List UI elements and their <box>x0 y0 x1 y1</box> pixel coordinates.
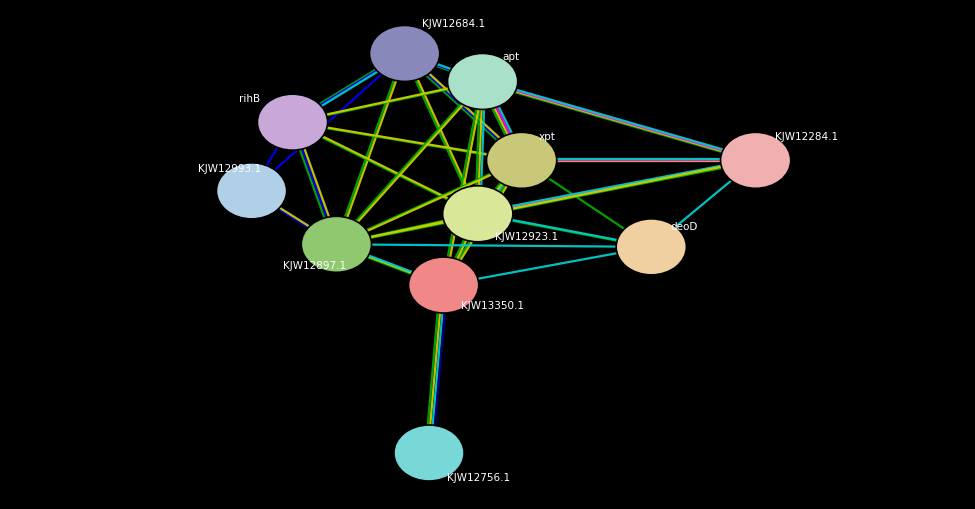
Ellipse shape <box>301 216 371 272</box>
Text: KJW12923.1: KJW12923.1 <box>495 232 559 242</box>
Text: KJW12993.1: KJW12993.1 <box>198 164 261 175</box>
Ellipse shape <box>616 219 686 275</box>
Text: KJW13350.1: KJW13350.1 <box>461 301 525 312</box>
Text: KJW12756.1: KJW12756.1 <box>447 473 510 484</box>
Ellipse shape <box>216 163 287 219</box>
Ellipse shape <box>443 186 513 242</box>
Ellipse shape <box>409 257 479 313</box>
Text: deoD: deoD <box>671 221 698 232</box>
Text: rihB: rihB <box>239 94 260 104</box>
Text: apt: apt <box>502 52 520 62</box>
Ellipse shape <box>257 94 328 150</box>
Text: KJW12684.1: KJW12684.1 <box>422 19 486 29</box>
Text: xpt: xpt <box>539 132 556 143</box>
Ellipse shape <box>721 132 791 188</box>
Ellipse shape <box>448 53 518 109</box>
Ellipse shape <box>394 425 464 481</box>
Text: KJW12284.1: KJW12284.1 <box>775 132 838 143</box>
Ellipse shape <box>370 25 440 81</box>
Text: KJW12897.1: KJW12897.1 <box>283 261 346 271</box>
Ellipse shape <box>487 132 557 188</box>
